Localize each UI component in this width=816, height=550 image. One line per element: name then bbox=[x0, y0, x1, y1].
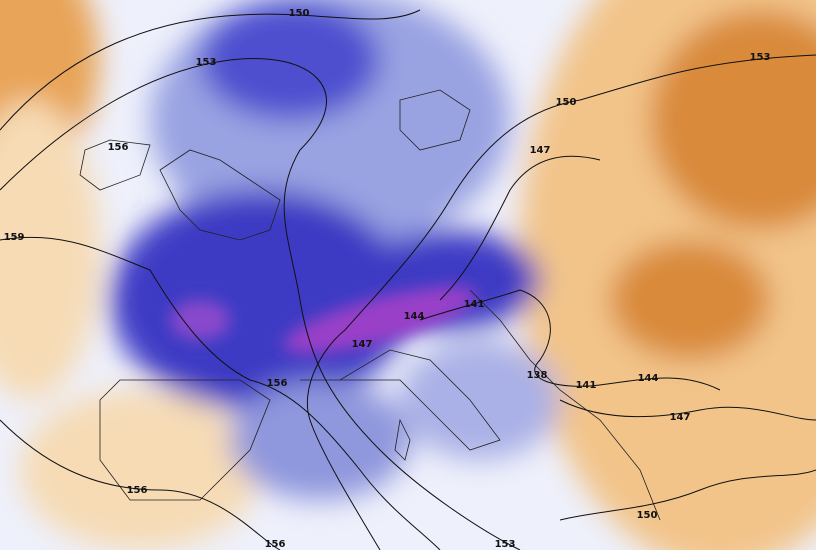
contour-label: 150 bbox=[289, 8, 310, 19]
contour-label: 150 bbox=[637, 510, 658, 521]
contour-label: 150 bbox=[556, 97, 577, 108]
contour-label: 156 bbox=[267, 378, 288, 389]
contour-labels: 150 153 153 150 156 147 159 141 144 147 … bbox=[4, 8, 771, 550]
contour-label: 141 bbox=[576, 380, 597, 391]
contours bbox=[0, 9, 816, 550]
contour-label: 138 bbox=[527, 370, 548, 381]
contour-label: 153 bbox=[196, 57, 217, 68]
contour-label: 156 bbox=[127, 485, 148, 496]
contour-label: 147 bbox=[352, 339, 373, 350]
coastlines bbox=[79, 89, 661, 521]
contour-label: 153 bbox=[495, 539, 516, 550]
contour-label: 144 bbox=[638, 373, 659, 384]
contour-label: 144 bbox=[404, 311, 425, 322]
contour-label: 156 bbox=[265, 539, 286, 550]
contour-label: 147 bbox=[670, 412, 691, 423]
contour-label: 159 bbox=[4, 232, 25, 243]
contour-label: 153 bbox=[750, 52, 771, 63]
contour-label: 156 bbox=[108, 142, 129, 153]
contour-label: 141 bbox=[464, 299, 485, 310]
contour-label: 147 bbox=[530, 145, 551, 156]
